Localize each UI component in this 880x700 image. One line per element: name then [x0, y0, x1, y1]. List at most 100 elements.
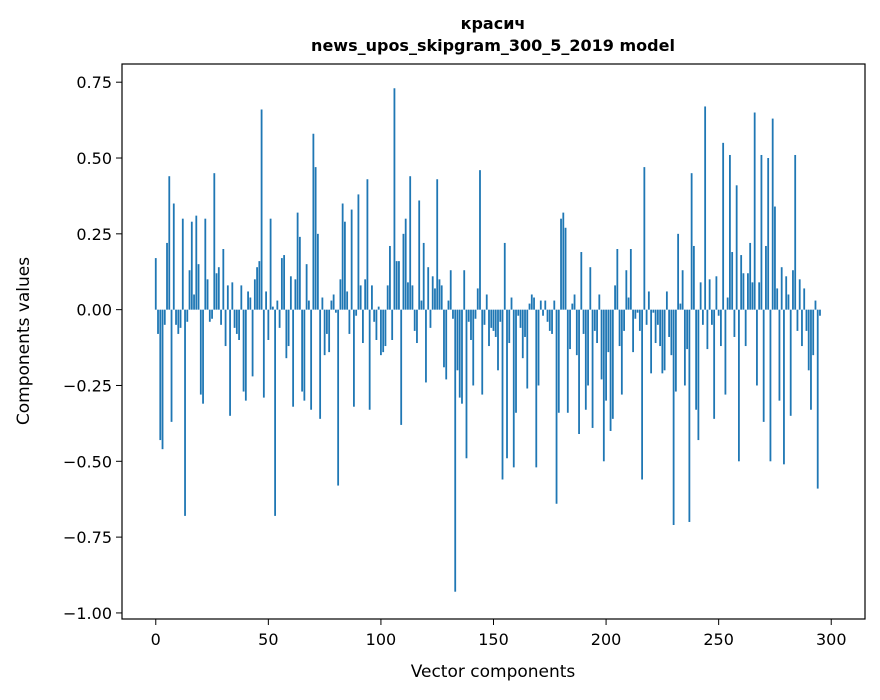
bar-component-154: [501, 309, 504, 480]
bar-component-227: [665, 291, 668, 310]
bar-component-173: [544, 300, 547, 310]
bar-component-165: [526, 309, 529, 389]
bar-component-141: [472, 309, 475, 386]
bar-component-183: [566, 309, 569, 413]
bar-component-7: [170, 309, 173, 422]
bar-component-248: [713, 309, 716, 419]
bar-component-237: [688, 309, 691, 522]
bar-component-185: [571, 303, 574, 310]
bar-component-290: [807, 309, 810, 371]
bar-component-287: [801, 309, 803, 347]
bar-component-58: [285, 309, 288, 359]
bar-component-21: [202, 309, 204, 404]
bar-component-93: [364, 279, 367, 310]
bar-component-101: [382, 309, 385, 353]
bar-component-200: [605, 309, 607, 401]
bar-component-0: [154, 258, 157, 310]
bar-component-8: [172, 203, 175, 310]
bar-component-260: [740, 255, 743, 310]
bar-component-32: [226, 285, 229, 310]
bar-component-66: [303, 309, 306, 401]
bar-component-255: [729, 154, 731, 310]
bar-component-85: [346, 291, 349, 310]
bar-component-48: [262, 309, 265, 398]
bar-component-247: [711, 309, 713, 325]
bar-component-232: [677, 233, 680, 310]
bar-component-251: [720, 309, 722, 347]
bar-component-228: [668, 309, 671, 337]
x-tick-label: 300: [816, 630, 847, 649]
bar-component-283: [792, 270, 794, 310]
bar-component-5: [166, 242, 168, 310]
bar-component-197: [598, 294, 601, 310]
bar-component-110: [402, 233, 405, 310]
bar-component-194: [591, 309, 594, 428]
bar-component-106: [393, 88, 396, 310]
bar-component-50: [267, 309, 270, 340]
bar-component-210: [627, 297, 630, 310]
bar-component-95: [368, 309, 371, 410]
bar-component-240: [695, 309, 698, 410]
bar-component-145: [481, 309, 484, 395]
bar-component-152: [497, 309, 499, 371]
bar-component-151: [494, 309, 497, 337]
bar-component-6: [168, 176, 171, 310]
bar-component-261: [742, 273, 745, 310]
bar-component-166: [528, 303, 531, 310]
bar-component-115: [413, 309, 416, 331]
bar-component-230: [672, 309, 675, 525]
bar-component-253: [724, 309, 727, 395]
bar-component-96: [371, 285, 373, 310]
bar-component-164: [524, 309, 526, 337]
bar-component-112: [407, 282, 409, 310]
bar-component-266: [753, 112, 756, 310]
bar-component-149: [490, 309, 493, 328]
bar-component-23: [206, 279, 209, 310]
x-axis-ticks: 0 50 100 150 200 250 300: [151, 619, 847, 649]
bar-component-212: [632, 309, 634, 353]
bar-component-81: [337, 309, 340, 486]
bar-component-109: [400, 309, 403, 425]
bar-component-86: [348, 309, 351, 334]
bar-component-129: [445, 309, 448, 380]
bar-component-89: [355, 309, 358, 316]
y-tick-label: −0.25: [63, 376, 112, 395]
y-tick-label: −1.00: [63, 604, 112, 623]
bar-component-38: [240, 285, 243, 310]
bar-component-269: [760, 154, 763, 310]
bar-component-62: [294, 279, 297, 310]
bar-component-215: [638, 309, 641, 331]
bar-component-3: [161, 309, 164, 450]
bar-component-279: [783, 309, 785, 465]
bar-component-275: [774, 206, 776, 310]
y-axis-ticks: −1.00 −0.75 −0.50 −0.25 0.00 0.25 0.50 0.75: [63, 73, 122, 623]
bar-component-155: [503, 242, 506, 310]
bar-component-179: [557, 309, 560, 413]
bar-component-280: [785, 276, 788, 310]
bar-component-31: [224, 309, 227, 347]
bar-component-204: [614, 285, 616, 310]
bar-component-11: [179, 309, 182, 328]
bar-component-291: [810, 309, 812, 410]
bar-component-168: [533, 297, 535, 310]
bar-component-220: [650, 309, 653, 374]
bar-component-78: [330, 300, 333, 310]
bar-component-224: [659, 309, 662, 347]
bar-component-256: [731, 252, 734, 310]
bar-component-285: [796, 309, 799, 331]
bar-component-201: [607, 309, 610, 353]
bar-component-288: [803, 288, 806, 310]
bar-component-186: [573, 294, 576, 310]
y-tick-label: 0.00: [76, 301, 112, 320]
bar-component-4: [163, 309, 166, 325]
bar-component-133: [454, 309, 457, 592]
x-tick-label: 250: [703, 630, 734, 649]
bar-component-120: [425, 309, 427, 383]
x-tick-label: 0: [151, 630, 161, 649]
bar-component-77: [328, 309, 331, 353]
bar-component-148: [488, 309, 490, 347]
bar-component-2: [159, 309, 162, 441]
bar-component-17: [193, 294, 195, 310]
bar-component-246: [708, 279, 711, 310]
bar-component-140: [470, 309, 472, 340]
